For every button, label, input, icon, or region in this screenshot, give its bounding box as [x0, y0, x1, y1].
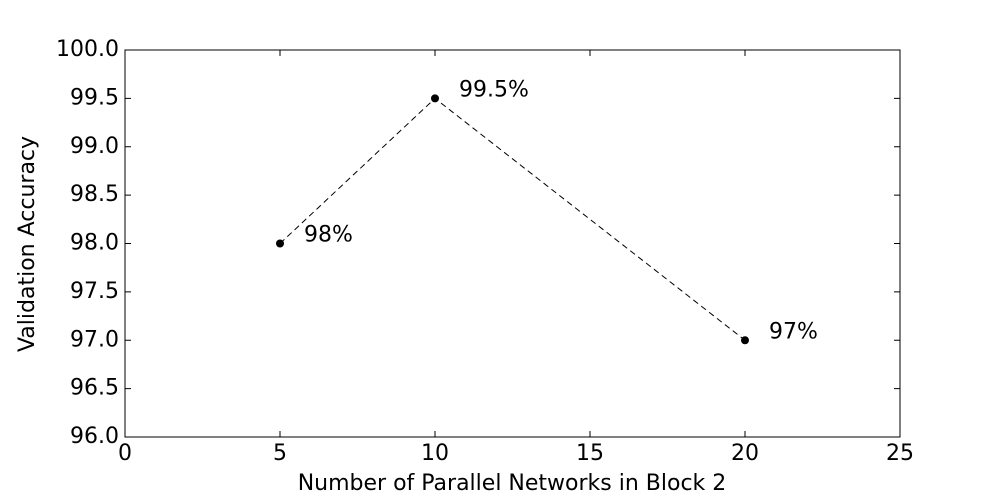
- y-axis-label: Validation Accuracy: [15, 136, 40, 352]
- y-tick-label: 100.0: [56, 37, 119, 62]
- y-tick-label: 97.5: [70, 279, 119, 304]
- plot-frame: [124, 49, 901, 438]
- x-tick-label: 25: [886, 441, 914, 466]
- marker: [741, 336, 749, 345]
- y-tick-label: 96.0: [70, 424, 119, 449]
- marker: [276, 239, 284, 248]
- x-tick-label: 20: [731, 441, 759, 466]
- x-axis-label: Number of Parallel Networks in Block 2: [298, 471, 727, 496]
- y-tick-label: 97.0: [70, 327, 119, 352]
- x-tick-label: 0: [118, 441, 132, 466]
- x-tick-label: 5: [273, 441, 287, 466]
- x-tick-label: 10: [421, 441, 449, 466]
- y-tick-label: 99.5: [70, 85, 119, 110]
- value-label: 98%: [304, 223, 353, 248]
- x-tick-label: 15: [576, 441, 604, 466]
- y-tick-label: 96.5: [70, 376, 119, 401]
- y-tick-label: 99.0: [70, 134, 119, 159]
- value-label: 97%: [769, 319, 818, 344]
- y-tick-label: 98.5: [70, 182, 119, 207]
- line: [279, 97, 746, 341]
- value-label: 99.5%: [459, 77, 529, 102]
- marker: [431, 94, 439, 103]
- y-tick-label: 98.0: [70, 231, 119, 256]
